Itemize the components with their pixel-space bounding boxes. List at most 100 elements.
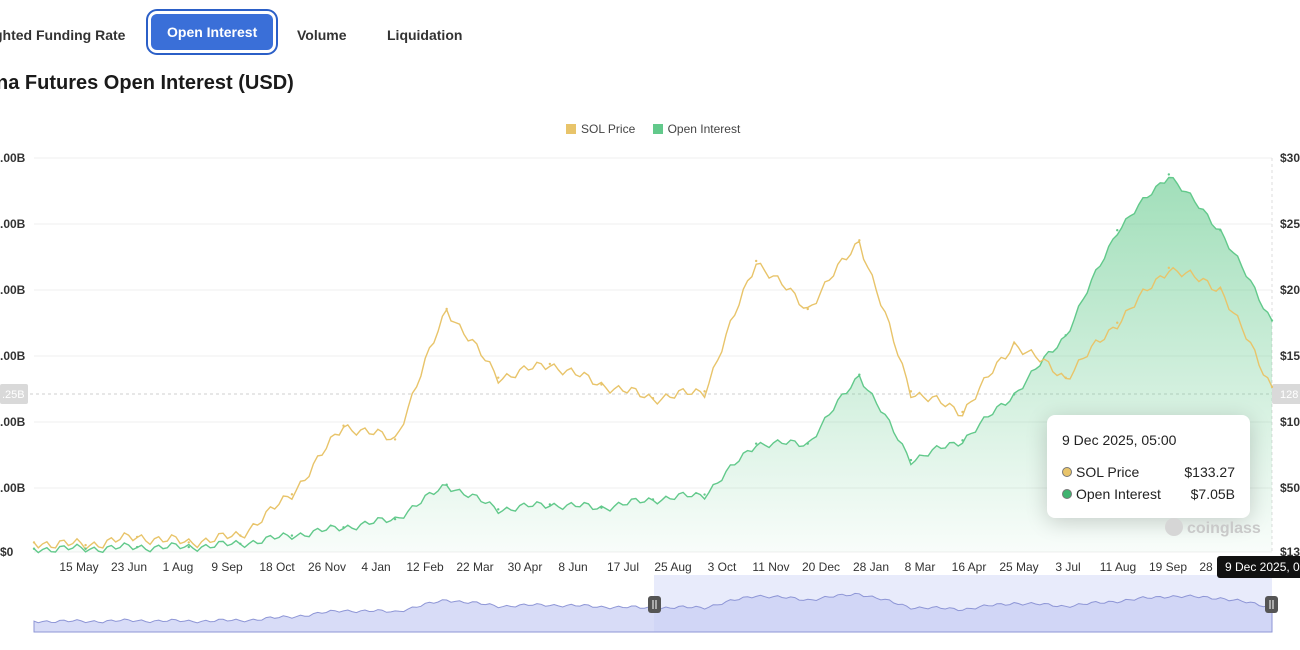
left-axis-tick: .00B xyxy=(0,481,26,495)
data-point-sol-price xyxy=(909,390,913,393)
data-point-sol-price xyxy=(135,535,139,539)
right-axis-tick: $200 xyxy=(1280,283,1300,297)
data-point-sol-price xyxy=(858,239,861,242)
data-point-sol-price xyxy=(806,307,809,311)
data-point-open-interest xyxy=(239,542,242,545)
tooltip-value-sol-price: $133.27 xyxy=(1184,464,1235,480)
right-axis-marker: 128 xyxy=(1280,389,1298,401)
tooltip-title: 9 Dec 2025, 05:00 xyxy=(1062,432,1177,448)
data-point-sol-price xyxy=(342,424,345,427)
data-point-sol-price xyxy=(32,541,36,544)
data-point-open-interest xyxy=(1012,393,1016,396)
data-point-sol-price xyxy=(548,362,552,366)
x-axis-tick: 19 Sep xyxy=(1149,560,1187,574)
watermark-text: coinglass xyxy=(1187,520,1261,537)
data-point-sol-price xyxy=(961,410,964,414)
data-point-open-interest xyxy=(961,439,964,442)
x-axis-tick: 26 Nov xyxy=(308,560,346,574)
tooltip-dot-sol-price xyxy=(1062,467,1072,477)
right-axis-tick: $100 xyxy=(1280,415,1300,429)
legend-item-open-interest[interactable]: Open Interest xyxy=(652,122,740,136)
data-point-open-interest xyxy=(497,508,500,511)
legend-label-sol-price: SOL Price xyxy=(581,122,636,136)
x-axis-tick: 17 Jul xyxy=(607,560,639,574)
coinglass-logo-icon xyxy=(1165,518,1183,536)
left-axis-tick: .00B xyxy=(0,283,26,297)
data-point-sol-price xyxy=(1012,342,1016,345)
data-point-open-interest xyxy=(1219,229,1222,232)
data-point-open-interest xyxy=(600,506,603,509)
data-point-open-interest xyxy=(754,442,758,445)
x-axis-tick: 3 Oct xyxy=(708,560,737,574)
x-axis-tick: 9 Sep xyxy=(211,560,243,574)
series-area-open-interest xyxy=(34,177,1272,553)
data-point-sol-price xyxy=(84,543,87,547)
data-point-open-interest xyxy=(445,483,448,486)
data-point-sol-price xyxy=(651,397,655,400)
data-point-sol-price xyxy=(497,376,500,379)
legend-item-sol-price[interactable]: SOL Price xyxy=(566,122,635,136)
chart-tooltip: 9 Dec 2025, 05:00 SOL Price $133.27 Open… xyxy=(1047,415,1250,518)
right-axis-tick: $50 xyxy=(1280,481,1300,495)
x-axis-tick: 4 Jan xyxy=(361,560,390,574)
right-axis-tick: $13 xyxy=(1280,545,1300,559)
data-point-sol-price xyxy=(703,390,706,393)
tab-liquidation[interactable]: Liquidation xyxy=(387,27,463,43)
data-point-open-interest xyxy=(806,442,809,445)
data-point-sol-price xyxy=(1116,321,1119,324)
data-point-sol-price xyxy=(754,259,758,263)
data-point-open-interest xyxy=(1167,173,1171,176)
x-axis-tick: 25 May xyxy=(999,560,1038,574)
tab-volume[interactable]: Volume xyxy=(297,27,347,43)
chart-title: na Futures Open Interest (USD) xyxy=(0,72,294,94)
x-axis-tick: 20 Dec xyxy=(802,560,840,574)
data-point-sol-price xyxy=(1270,385,1274,389)
x-axis-tick: 25 Aug xyxy=(654,560,691,574)
x-axis-tick: 8 Mar xyxy=(905,560,936,574)
tooltip-row-sol-price: SOL Price $133.27 xyxy=(1062,464,1235,480)
data-point-sol-price xyxy=(290,493,294,496)
tab-open-interest[interactable]: Open Interest xyxy=(151,14,274,50)
right-axis-tick: $300 xyxy=(1280,151,1300,165)
data-point-open-interest xyxy=(1064,334,1067,337)
legend-swatch-open-interest xyxy=(652,124,663,134)
x-axis-tick: 23 Jun xyxy=(111,560,147,574)
x-cursor-label: 9 Dec 2025, 05 xyxy=(1217,556,1300,578)
chart-tabs: ghted Funding Rate Open Interest Volume … xyxy=(0,14,600,58)
data-point-open-interest xyxy=(651,498,655,501)
x-axis-tick: 1 Aug xyxy=(163,560,194,574)
x-axis-tick: 16 Apr xyxy=(952,560,987,574)
tab-weighted-funding-rate[interactable]: ghted Funding Rate xyxy=(0,27,126,43)
data-point-open-interest xyxy=(84,547,87,550)
x-axis-tick: 3 Jul xyxy=(1055,560,1080,574)
data-point-open-interest xyxy=(393,517,397,521)
coinglass-watermark: coinglass xyxy=(1165,518,1261,538)
data-point-open-interest xyxy=(1270,319,1274,322)
left-axis-tick: $0 xyxy=(0,545,14,559)
data-point-sol-price xyxy=(1219,287,1222,290)
data-point-open-interest xyxy=(909,458,913,462)
right-axis-tick: $150 xyxy=(1280,349,1300,363)
x-axis-tick: 28 xyxy=(1199,560,1213,574)
x-axis-tick: 22 Mar xyxy=(456,560,493,574)
x-axis-tick: 18 Oct xyxy=(259,560,295,574)
left-axis-tick: .00B xyxy=(0,151,26,165)
left-axis-marker-bg xyxy=(0,384,28,404)
data-point-open-interest xyxy=(290,534,294,537)
right-axis-tick: $250 xyxy=(1280,217,1300,231)
data-point-open-interest xyxy=(703,493,706,496)
left-axis-marker: .25B xyxy=(2,389,25,401)
data-point-open-interest xyxy=(1116,229,1119,232)
data-point-open-interest xyxy=(32,547,36,550)
x-axis-tick: 15 May xyxy=(59,560,98,574)
data-point-sol-price xyxy=(239,534,242,537)
left-axis-tick: .00B xyxy=(0,217,26,231)
data-point-open-interest xyxy=(858,373,861,376)
range-handle-left xyxy=(648,596,661,613)
data-point-open-interest xyxy=(342,526,345,529)
x-axis-tick: 12 Feb xyxy=(406,560,444,574)
tooltip-row-open-interest: Open Interest $7.05B xyxy=(1062,486,1235,502)
data-point-sol-price xyxy=(445,307,448,311)
data-point-sol-price xyxy=(1064,376,1067,379)
